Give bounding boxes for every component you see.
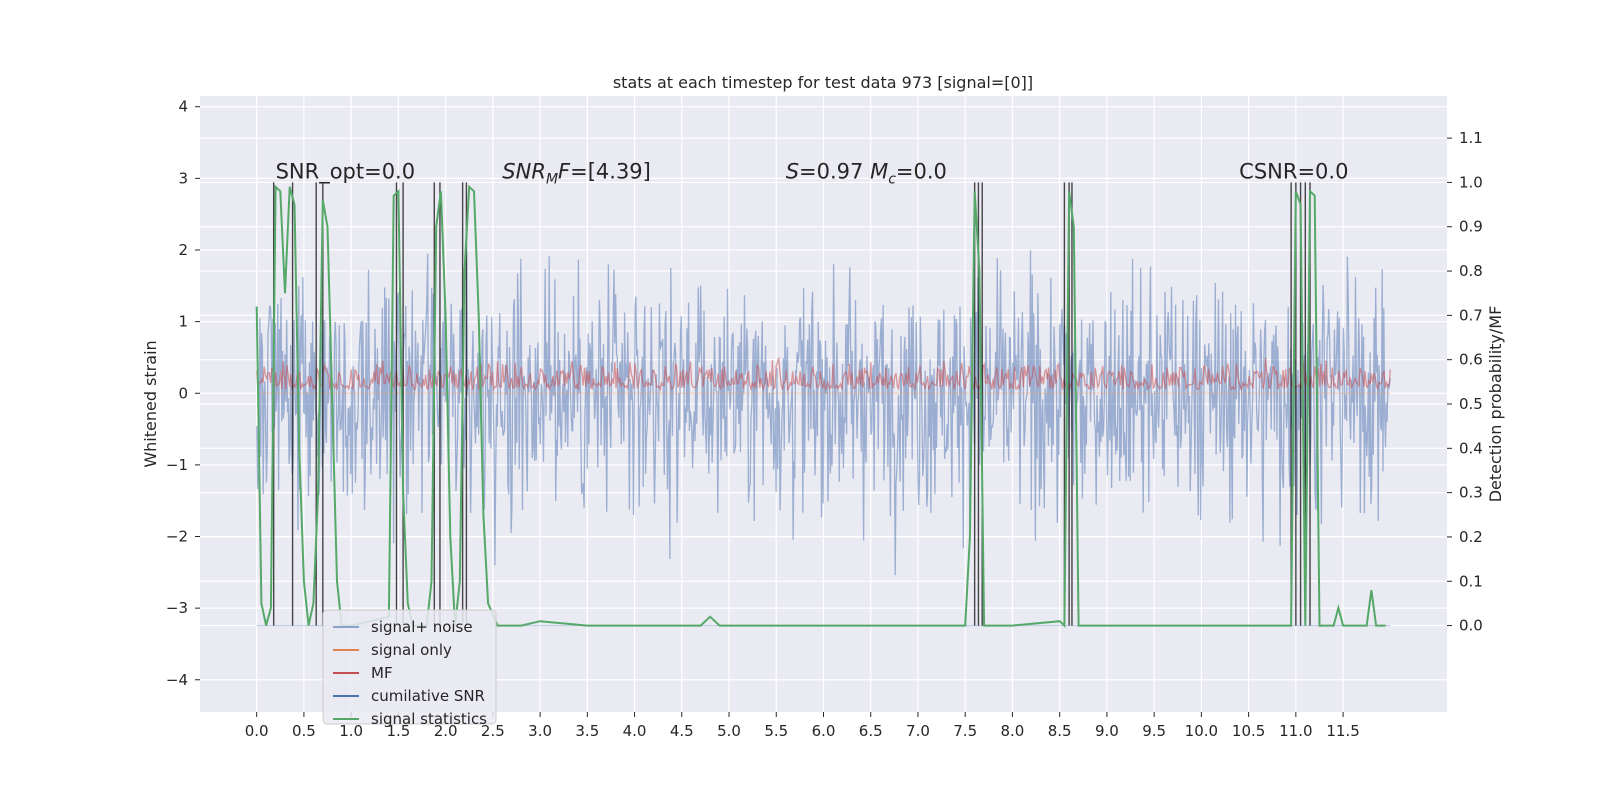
x-tick-label: 11.0 <box>1279 722 1312 740</box>
legend-entry: signal+ noise <box>371 618 473 636</box>
series-signal-statistics <box>255 184 1386 628</box>
y-tick-label: 3 <box>178 169 188 187</box>
x-tick-label: 10.5 <box>1232 722 1265 740</box>
y-axis-label: Whitened strain <box>141 340 160 467</box>
annotation: SNRMF=[4.39] <box>502 159 651 187</box>
x-tick-label: 4.0 <box>623 722 647 740</box>
x-tick-label: 10.0 <box>1185 722 1218 740</box>
y2-tick-labels: 1.1 1.0 0.9 0.8 0.7 0.6 0.5 0.4 0.3 0.2 0.1 0.0 <box>1447 129 1483 635</box>
x-tick-label: 0.0 <box>245 722 269 740</box>
x-tick-label: 8.0 <box>1001 722 1025 740</box>
y-tick-label: 1 <box>178 313 188 331</box>
x-tick-label: 2.0 <box>434 722 458 740</box>
vertical-markers <box>272 182 1311 626</box>
x-tick-label: 1.0 <box>339 722 363 740</box>
y2-tick-label: 0.7 <box>1459 306 1483 324</box>
x-tick-label: 3.0 <box>528 722 552 740</box>
series-mf <box>256 357 1391 393</box>
y2-tick-label: 0.6 <box>1459 351 1483 369</box>
series-signal-noise <box>256 250 1391 576</box>
y2-tick-label: 0.9 <box>1459 218 1483 236</box>
annotation: S=0.97 Mc=0.0 <box>786 159 947 187</box>
y2-tick-label: 0.8 <box>1459 262 1483 280</box>
y2-tick-label: 0.0 <box>1459 617 1483 635</box>
y-tick-label: 2 <box>178 241 188 259</box>
y2-tick-label: 0.4 <box>1459 439 1483 457</box>
x-tick-label: 0.5 <box>292 722 316 740</box>
chart-title: stats at each timestep for test data 973… <box>613 73 1033 92</box>
x-tick-label: 3.5 <box>575 722 599 740</box>
x-tick-label: 7.0 <box>906 722 930 740</box>
annotations: SNR_opt=0.0 SNRMF=[4.39] S=0.97 Mc=0.0 CSNR… <box>276 159 1349 187</box>
legend-entry: MF <box>371 664 393 682</box>
y2-tick-label: 1.1 <box>1459 129 1483 147</box>
y-tick-label: −1 <box>166 456 188 474</box>
annotation: CSNR=0.0 <box>1239 159 1348 183</box>
x-tick-label: 8.5 <box>1048 722 1072 740</box>
y-tick-label: −3 <box>166 599 188 617</box>
x-tick-label: 4.5 <box>670 722 694 740</box>
x-tick-labels: 0.0 0.5 1.0 1.5 2.0 2.5 3.0 3.5 4.0 4.5 5.0 5.5 6.0 6… <box>245 712 1360 740</box>
y2-tick-label: 0.5 <box>1459 395 1483 413</box>
y-tick-labels: 4 3 2 1 0 −1 −2 −3 −4 <box>166 98 200 689</box>
x-tick-label: 5.5 <box>764 722 788 740</box>
y-tick-label: 0 <box>178 384 188 402</box>
x-tick-label: 9.5 <box>1142 722 1166 740</box>
y2-tick-label: 0.3 <box>1459 484 1483 502</box>
legend: signal+ noise signal only MF cumilative SNR… <box>322 609 497 728</box>
x-tick-label: 6.5 <box>859 722 883 740</box>
legend-entry: cumilative SNR <box>371 687 485 705</box>
legend-entry: signal statistics <box>371 710 487 728</box>
y2-axis-label: Detection probability/MF <box>1486 306 1505 503</box>
x-tick-label: 1.5 <box>386 722 410 740</box>
legend-box <box>322 609 497 725</box>
x-tick-label: 6.0 <box>812 722 836 740</box>
y2-tick-label: 1.0 <box>1459 173 1483 191</box>
x-tick-label: 11.5 <box>1326 722 1359 740</box>
x-tick-label: 9.0 <box>1095 722 1119 740</box>
y2-tick-label: 0.1 <box>1459 572 1483 590</box>
y-tick-label: 4 <box>178 98 188 116</box>
x-tick-label: 7.5 <box>953 722 977 740</box>
y-tick-label: −2 <box>166 528 188 546</box>
x-tick-label: 2.5 <box>481 722 505 740</box>
y2-tick-label: 0.2 <box>1459 528 1483 546</box>
y-tick-label: −4 <box>166 671 188 689</box>
annotation: SNR_opt=0.0 <box>276 159 416 184</box>
legend-entry: signal only <box>371 641 452 659</box>
x-tick-label: 5.0 <box>717 722 741 740</box>
signal-statistics-layer <box>255 184 1386 628</box>
